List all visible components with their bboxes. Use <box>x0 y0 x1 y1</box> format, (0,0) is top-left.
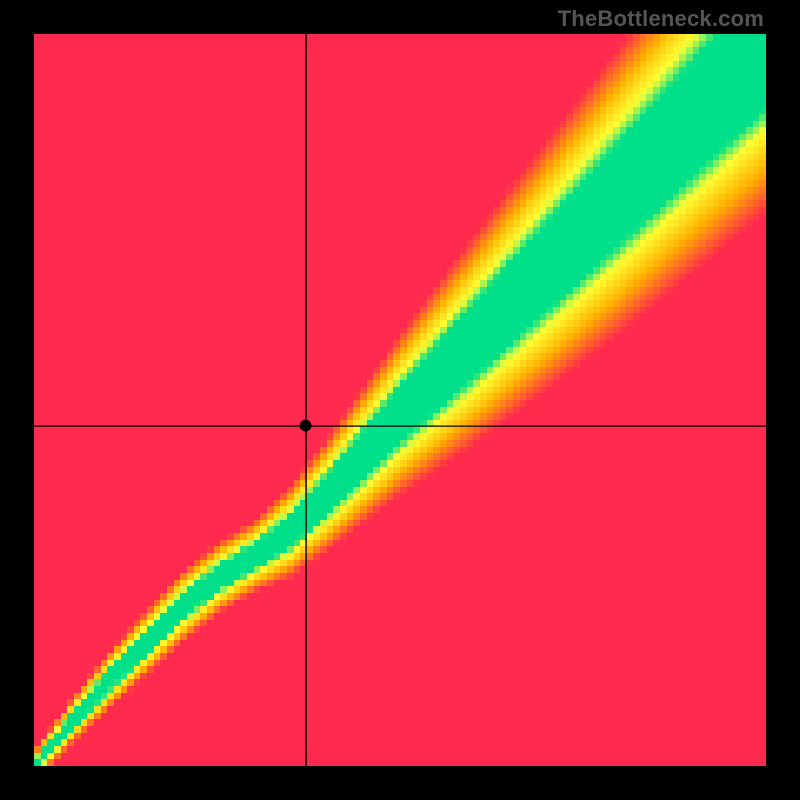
source-watermark: TheBottleneck.com <box>558 6 764 32</box>
crosshair-overlay <box>34 34 766 766</box>
